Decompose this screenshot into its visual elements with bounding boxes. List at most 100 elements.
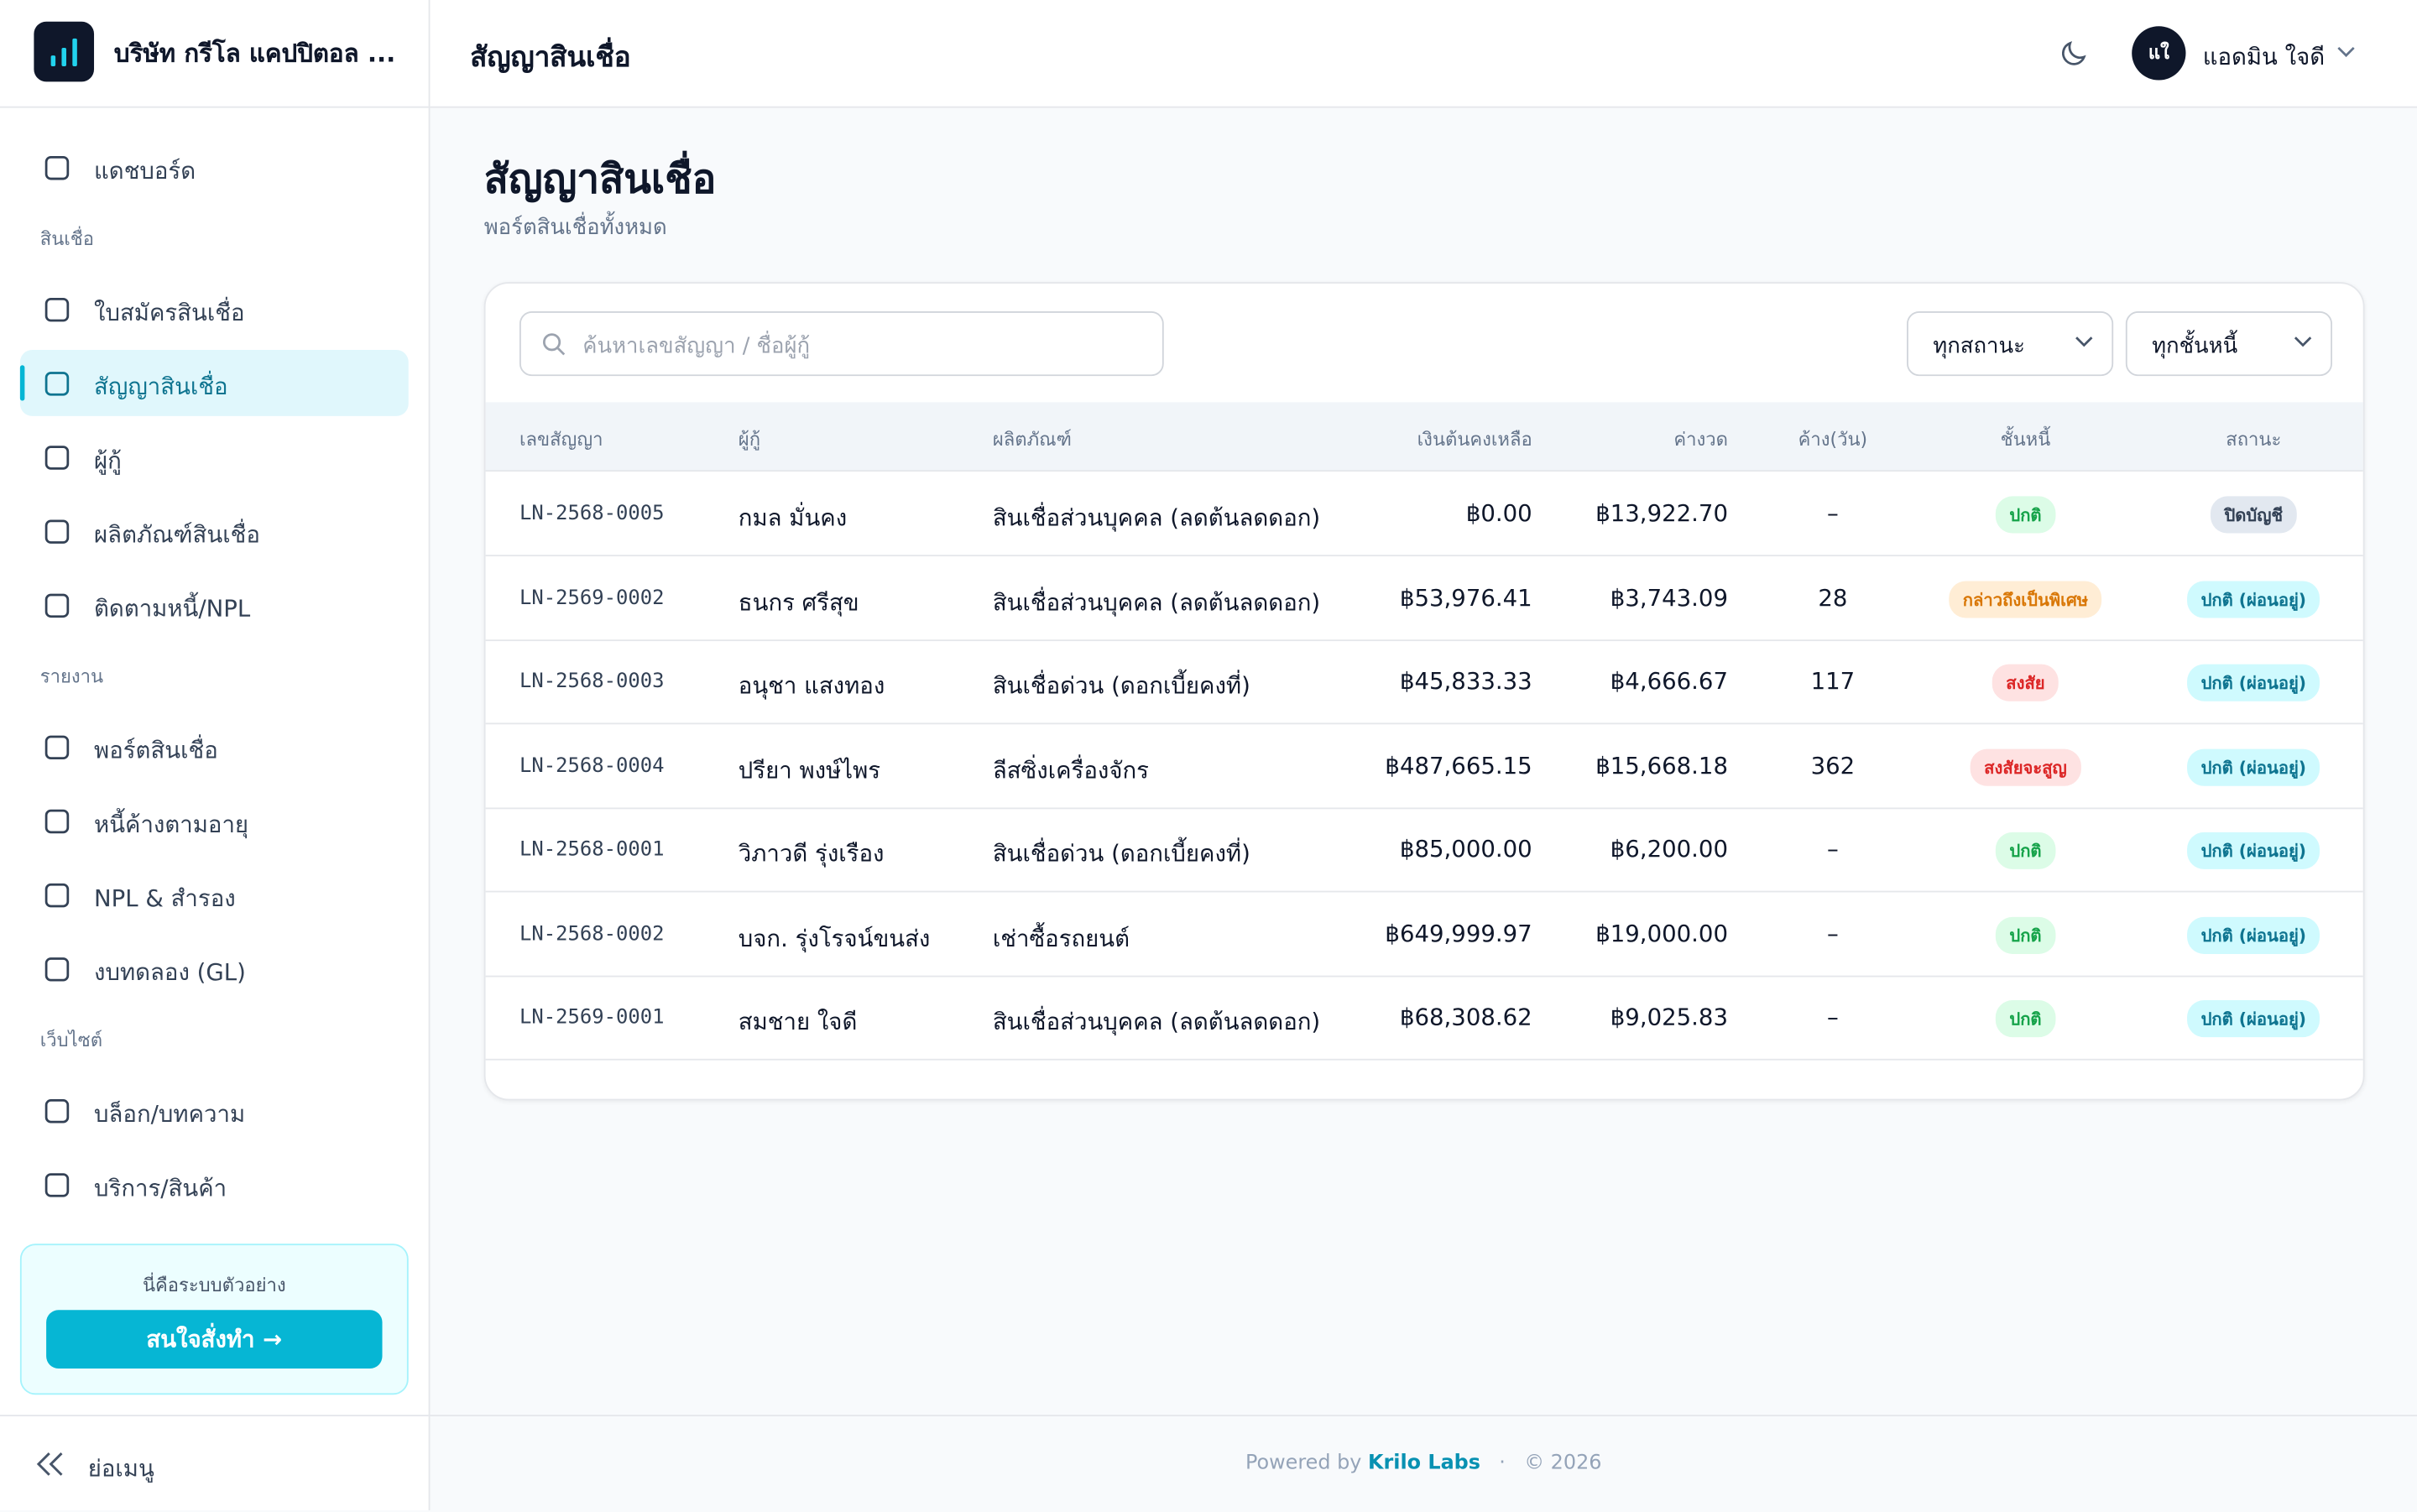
nav-icon xyxy=(44,155,70,180)
sidebar: บริษัท กรีโล แคปปิตอล ... แดชบอร์ด สินเชื… xyxy=(0,0,431,1512)
cell: LN-2568-0003 xyxy=(519,670,665,694)
cell: ลีสซิ่งเครื่องจักร xyxy=(992,755,1149,784)
cell: ฿3,743.09 xyxy=(1610,583,1728,612)
search-box[interactable]: ค้นหาเลขสัญญา / ชื่อผู้กู้ xyxy=(519,311,1164,377)
nav-icon xyxy=(44,297,70,322)
copyright: © 2026 xyxy=(1524,1452,1602,1475)
cell: ฿649,999.97 xyxy=(1385,919,1532,947)
collapse[interactable]: ย่อเมนู xyxy=(0,1415,429,1512)
demo-note: นี่คือระบบตัวอย่าง xyxy=(142,1274,286,1296)
nav-item[interactable]: บล็อก/บทความ xyxy=(20,1077,409,1144)
footer-brand[interactable]: Krilo Labs xyxy=(1367,1452,1481,1475)
cell: สินเชื่อส่วนบุคคล (ลดต้นลดดอก) xyxy=(992,1008,1321,1036)
cell: ฿487,665.15 xyxy=(1385,751,1532,779)
cell: ฿13,922.70 xyxy=(1595,499,1728,528)
nav-label: ใบสมัครสินเชื่อ xyxy=(94,299,245,327)
cell: ฿9,025.83 xyxy=(1610,1003,1728,1031)
nav-label: แดชบอร์ด xyxy=(94,157,196,185)
cell: สินเชื่อส่วนบุคคล (ลดต้นลดดอก) xyxy=(992,503,1321,532)
topbar-title: สัญญาสินเชื่อ xyxy=(470,41,631,75)
table-row[interactable]: LN-2568-0003 อนุชา แสงทอง สินเชื่อด่วน (ดอ… xyxy=(485,639,2363,725)
cell: ปรียา พงษ์ไพร xyxy=(738,755,881,784)
filter-chevron xyxy=(2075,336,2093,347)
nav-heading: รายงาน xyxy=(39,665,104,688)
nav-item[interactable]: บริการ/สินค้า xyxy=(20,1151,409,1217)
cell: 362 xyxy=(1810,751,1856,779)
column-header: ผู้กู้ xyxy=(738,428,761,451)
nav-icon xyxy=(44,372,70,396)
tier-badge: สงสัยจะสูญ xyxy=(1970,748,2081,785)
nav-item[interactable]: สัญญาสินเชื่อ xyxy=(19,349,409,416)
tier-badge: ปกติ xyxy=(1995,496,2056,534)
table-row[interactable]: LN-2568-0002 บจก. รุ่งโรจน์ขนส่ง เช่าซื้อร… xyxy=(485,892,2363,977)
cell: ฿4,666.67 xyxy=(1610,667,1728,696)
cell: บจก. รุ่งโรจน์ขนส่ง xyxy=(738,924,931,952)
nav-icon xyxy=(44,957,70,982)
theme-toggle[interactable] xyxy=(2058,37,2091,70)
table-row[interactable]: LN-2568-0001 วิภาวดี รุ่งเรือง สินเชื่อด่ว… xyxy=(485,807,2363,893)
table-header: เลขสัญญา ผู้กู้ ผลิตภัณฑ์ เงินต้นคงเหลือ ค่า… xyxy=(485,402,2363,472)
user-name[interactable]: แอดมิน ใจดี xyxy=(2202,43,2326,71)
cell: ฿85,000.00 xyxy=(1399,835,1532,863)
nav-icon xyxy=(44,593,70,618)
cell: สินเชื่อส่วนบุคคล (ลดต้นลดดอก) xyxy=(992,587,1321,616)
column-header: เงินต้นคงเหลือ xyxy=(1417,428,1532,451)
nav-label: ผู้กู้ xyxy=(94,446,122,475)
cell: LN-2569-0002 xyxy=(519,586,665,610)
nav-label: สัญญาสินเชื่อ xyxy=(94,373,228,401)
filter[interactable]: ทุกสถานะ xyxy=(1907,311,2114,377)
nav-icon xyxy=(44,883,70,908)
table-row[interactable]: LN-2568-0004 ปรียา พงษ์ไพร ลีสซิ่งเครื่องจ… xyxy=(485,723,2363,809)
demo-box: นี่คือระบบตัวอย่าง สนใจสั่งทำ → xyxy=(19,1243,409,1395)
cell: ฿15,668.18 xyxy=(1595,751,1728,779)
tier-badge: ปกติ xyxy=(1995,1000,2056,1038)
search-placeholder: ค้นหาเลขสัญญา / ชื่อผู้กู้ xyxy=(582,334,811,359)
nav-label: NPL & สำรอง xyxy=(94,884,236,913)
status-badge: ปกติ (ผ่อนอยู่) xyxy=(2187,748,2320,785)
nav-item[interactable]: ผู้กู้ xyxy=(20,424,409,490)
cell: – xyxy=(1826,835,1839,863)
tier-badge: สงสัย xyxy=(1992,664,2059,701)
nav-item[interactable]: ผลิตภัณฑ์สินเชื่อ xyxy=(20,498,409,564)
column-header: เลขสัญญา xyxy=(519,428,603,451)
cell: ฿6,200.00 xyxy=(1610,835,1728,863)
table-card: ค้นหาเลขสัญญา / ชื่อผู้กู้ ทุกสถานะ ทุกชั… xyxy=(483,282,2365,1101)
filter[interactable]: ทุกชั้นหนี้ xyxy=(2125,311,2332,377)
table-row[interactable]: LN-2569-0001 สมชาย ใจดี สินเชื่อส่วนบุคคล … xyxy=(485,976,2363,1061)
cell: LN-2569-0001 xyxy=(519,1006,665,1030)
status-badge: ปกติ (ผ่อนอยู่) xyxy=(2187,580,2320,618)
nav-item[interactable]: พอร์ตสินเชื่อ xyxy=(20,713,409,779)
page-subheading: พอร์ตสินเชื่อทั้งหมด xyxy=(483,216,667,241)
page-heading: สัญญาสินเชื่อ xyxy=(483,157,717,204)
brand[interactable]: บริษัท กรีโล แคปปิตอล ... xyxy=(0,0,429,108)
cell: สินเชื่อด่วน (ดอกเบี้ยคงที่) xyxy=(992,671,1250,700)
nav-label: บริการ/สินค้า xyxy=(94,1174,227,1202)
nav-label: บล็อก/บทความ xyxy=(94,1100,246,1129)
cell: ธนกร ศรีสุข xyxy=(738,587,859,616)
nav-item[interactable]: หนี้ค้างตามอายุ xyxy=(20,788,409,854)
nav-item[interactable]: NPL & สำรอง xyxy=(20,862,409,928)
table-row[interactable]: LN-2569-0002 ธนกร ศรีสุข สินเชื่อส่วนบุคคล… xyxy=(485,555,2363,641)
cell: กมล มั่นคง xyxy=(738,503,848,532)
user-chevron[interactable] xyxy=(2336,44,2357,60)
cell: ฿19,000.00 xyxy=(1595,919,1728,947)
nav-label: ติดตามหนี้/NPL xyxy=(94,594,251,623)
filter-label: ทุกสถานะ xyxy=(1933,334,2025,359)
column-header: ค้าง(วัน) xyxy=(1798,428,1868,451)
nav-item[interactable]: ติดตามหนี้/NPL xyxy=(20,571,409,638)
cell: LN-2568-0001 xyxy=(519,838,665,862)
cell: สินเชื่อด่วน (ดอกเบี้ยคงที่) xyxy=(992,840,1250,868)
status-badge: ปกติ (ผ่อนอยู่) xyxy=(2187,664,2320,701)
cta-button[interactable]: สนใจสั่งทำ → xyxy=(46,1310,383,1369)
cell: อนุชา แสงทอง xyxy=(738,671,885,700)
footer: Powered by Krilo Labs · © 2026 xyxy=(430,1415,2417,1512)
nav-item[interactable]: ใบสมัครสินเชื่อ xyxy=(20,276,409,342)
table-row[interactable]: LN-2568-0005 กมล มั่นคง สินเชื่อส่วนบุคคล … xyxy=(485,472,2363,557)
avatar[interactable]: แใ xyxy=(2132,26,2186,81)
nav-icon xyxy=(44,519,70,544)
nav-item[interactable]: แดชบอร์ด xyxy=(20,134,409,201)
powered-by: Powered by xyxy=(1245,1452,1362,1475)
collapse-icon xyxy=(36,1452,63,1476)
nav-item[interactable]: งบทดลอง (GL) xyxy=(20,936,409,1002)
